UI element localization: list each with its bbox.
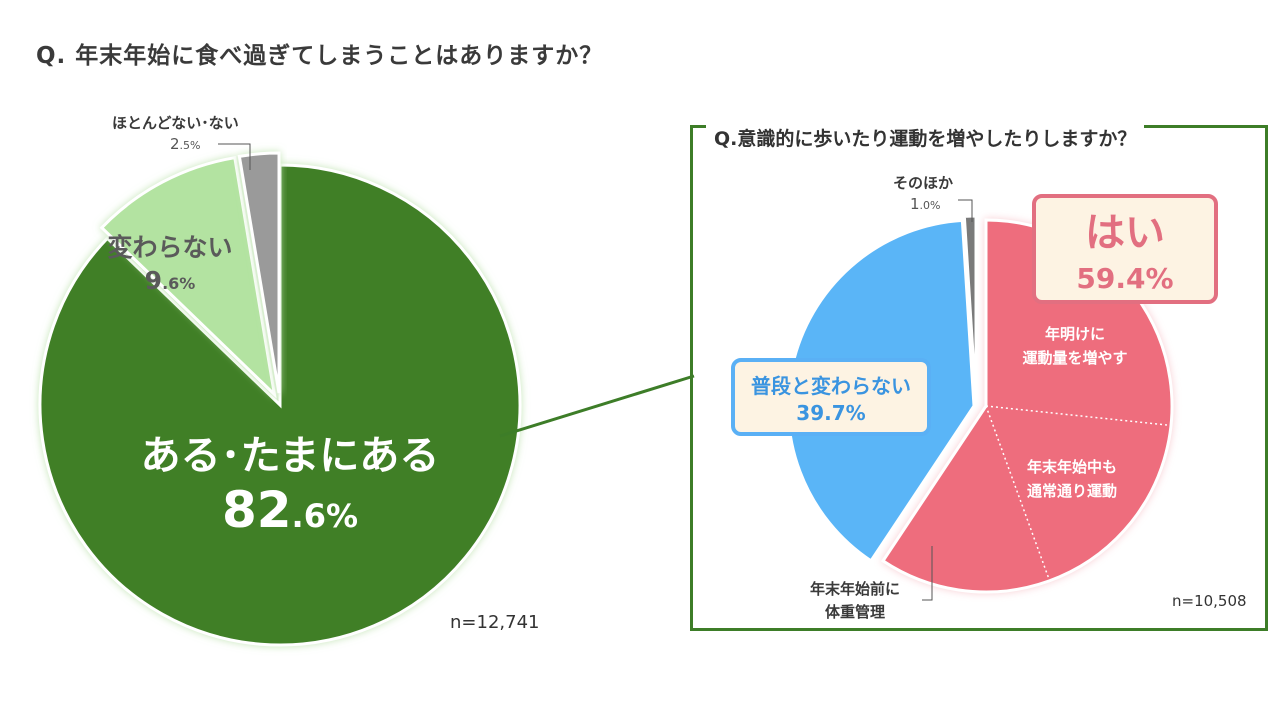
leader-line-right-bottom: [922, 546, 933, 601]
subsegment-label-3: 年末年始前に 体重管理: [790, 578, 920, 623]
slice-pct-sonohoka-int: 1: [910, 195, 920, 213]
subsegment-label-1: 年明けに 運動量を増やす: [1000, 322, 1150, 370]
subsegment-1-line-2: 運動量を増やす: [1022, 349, 1128, 367]
slice-kawaranai: [99, 155, 277, 399]
slice-pct-sonohoka: 1.0%: [910, 195, 941, 213]
yes-label-box: はい 59.4%: [1032, 194, 1218, 304]
subsegment-3-line-1: 年末年始前に: [809, 580, 900, 598]
left-pie-chart: [38, 151, 522, 647]
slice-hotondo-nai: [237, 151, 281, 394]
slice-pct-hotondo-dec: .5%: [179, 139, 201, 152]
slice-pct-aru-int: 82: [221, 481, 292, 539]
slice-pct-sonohoka-dec: .0%: [919, 199, 941, 212]
slice-sonohoka: [962, 214, 978, 403]
page-title: Q. 年末年始に食べ過ぎてしまうことはありますか？: [36, 43, 604, 69]
leader-line-left: [218, 143, 251, 170]
slice-label-aru: ある･たまにある 82.6%: [100, 432, 480, 540]
normal-label-box: 普段と変わらない 39.7%: [731, 358, 931, 436]
slice-name-kawaranai: 変わらない: [107, 233, 233, 262]
slice-name-hotondo: ほとんどない･ない: [112, 114, 239, 132]
slice-label-kawaranai: 変わらない 9.6%: [90, 232, 250, 297]
slice-pct-hotondo: 2.5%: [170, 135, 201, 153]
subsegment-1-line-1: 年明けに: [1044, 325, 1105, 343]
n-label-left: n=12,741: [450, 612, 540, 633]
subsegment-divider-1: [985, 405, 1172, 427]
slice-pct-aru-dec: .6%: [291, 497, 359, 535]
subsegment-3-line-2: 体重管理: [824, 602, 885, 621]
slice-pct-kawaranai-dec: .6%: [162, 273, 196, 293]
subsegment-divider-2: [985, 405, 1051, 582]
slice-pct-kawaranai-int: 9: [144, 265, 163, 295]
leader-line-right-small: [958, 199, 973, 222]
subsegment-label-2: 年末年始中も 通常通り運動: [992, 455, 1152, 503]
slice-name-hai: はい: [1085, 210, 1165, 256]
slice-name-sonohoka: そのほか: [893, 174, 954, 192]
subsegment-2-line-2: 通常通り運動: [1026, 482, 1117, 500]
slice-name-aru: ある･たまにある: [140, 433, 440, 479]
subsegment-2-line-1: 年末年始中も: [1026, 458, 1117, 476]
slice-name-fudan: 普段と変わらない: [751, 374, 911, 398]
sub-question-title: Q.意識的に歩いたり運動を増やしたりしますか？: [706, 124, 1145, 151]
slice-pct-fudan: 39.7%: [796, 401, 866, 425]
slice-pct-hotondo-int: 2: [170, 135, 180, 153]
slice-aru-tamaniaru: [38, 163, 522, 647]
connector-line: [499, 374, 695, 438]
n-label-right: n=10,508: [1172, 592, 1247, 610]
slice-pct-hai: 59.4%: [1076, 262, 1174, 295]
